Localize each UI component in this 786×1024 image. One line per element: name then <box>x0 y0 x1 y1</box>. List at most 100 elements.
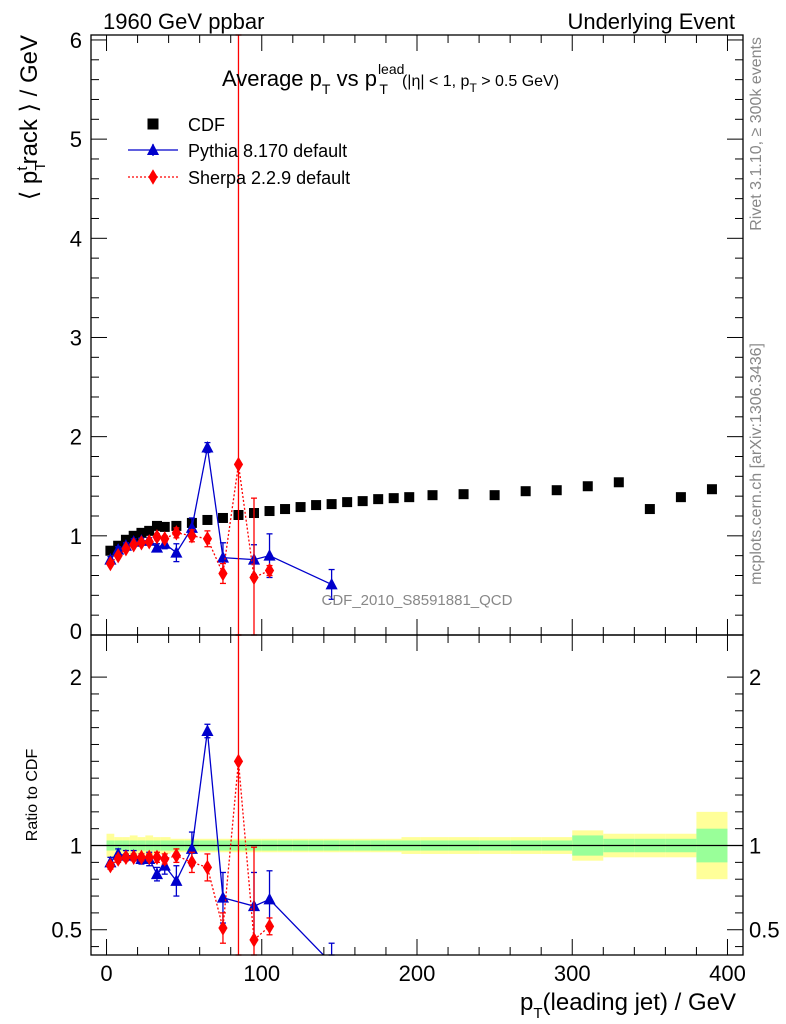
pythia-data-point <box>325 577 338 590</box>
title-sub2: T <box>379 81 388 97</box>
x-tick-label: 0 <box>100 961 112 986</box>
ratio-tick-label-text: 2 <box>749 665 761 690</box>
cdf-data-point <box>326 499 337 510</box>
ratio-plot-frame <box>90 634 744 956</box>
ratio-tick-label-text: 0.5 <box>51 918 82 943</box>
legend-sherpa-marker <box>148 169 158 185</box>
sherpa-ratio-point <box>171 847 182 864</box>
ratio-tick-label-right: 1 <box>749 834 761 859</box>
y-tick-label-text: 6 <box>70 28 82 53</box>
cdf-data-point <box>357 496 368 507</box>
y-tick-label-text: 1 <box>70 524 82 549</box>
y-tick-label: 1 <box>70 524 82 549</box>
legend-cdf-label: CDF <box>188 115 225 135</box>
x-tick-label: 300 <box>554 961 591 986</box>
sherpa-ratio-point <box>136 849 147 866</box>
cdf-data-point <box>613 477 624 488</box>
ylabel-sub: T <box>32 162 49 171</box>
mcplots-credit: mcplots.cern.ch [arXiv:1306.3436] <box>748 343 765 585</box>
sherpa-data-point <box>113 547 123 564</box>
legend-pythia-marker <box>146 143 160 155</box>
legend-pythia-label-text: Pythia 8.170 default <box>188 141 347 161</box>
legend: CDF Pythia 8.170 default Sherpa 2.2.9 defa… <box>128 115 350 188</box>
x-tick-label: 400 <box>709 961 746 986</box>
text-labels: 0 100 200 300 400 0 1 2 3 4 5 6 0.5 0.5 1 1 2 2 1960 GeV p… <box>14 9 780 1022</box>
y-tick-label-text: 2 <box>70 425 82 450</box>
sherpa-data-point <box>144 534 154 550</box>
y-tick-label: 5 <box>70 127 82 152</box>
cdf-data-point <box>280 504 291 515</box>
ratio-tick-label-text: 0.5 <box>749 918 780 943</box>
x-tick-label-text: 0 <box>100 961 112 986</box>
y-tick-label-text: 5 <box>70 127 82 152</box>
cdf-data-point <box>105 545 116 556</box>
cdf-data-point <box>551 485 562 496</box>
rivet-version: Rivet 3.1.10, ≥ 300k events <box>748 37 765 231</box>
sherpa-ratio-point <box>144 849 154 866</box>
x-tick-label-text: 400 <box>709 961 746 986</box>
x-tick-label-text: 100 <box>243 961 280 986</box>
ratio-tick-label-left: 1 <box>70 834 82 859</box>
legend-cdf-label-text: CDF <box>188 115 225 135</box>
sherpa-ratio-point <box>105 858 116 874</box>
xlabel-main: p <box>520 989 533 1016</box>
y-tick-label: 3 <box>70 325 82 350</box>
pythia-data-point <box>263 549 276 561</box>
ylabel-rest: rack ⟩ / GeV <box>16 35 43 164</box>
sherpa-ratio-point <box>218 920 228 936</box>
cdf-data-point <box>217 512 228 523</box>
header-left: 1960 GeV ppbar <box>103 9 264 34</box>
title-mid: vs p <box>330 66 376 91</box>
pythia-ratio-point <box>216 891 230 903</box>
pythia-ratio-point <box>263 892 276 905</box>
sherpa-ratio-point <box>264 918 275 935</box>
sherpa-data-point <box>171 525 182 541</box>
axis-ticks <box>91 35 743 955</box>
xlabel-sub: T <box>533 1005 542 1022</box>
title-cut-sub: T <box>469 81 477 95</box>
sherpa-data-point <box>152 529 162 545</box>
sherpa-data-point <box>187 528 197 544</box>
cdf-data-point <box>295 502 306 513</box>
side-mcplots-text: mcplots.cern.ch [arXiv:1306.3436] <box>748 343 765 585</box>
cdf-data-point <box>458 489 469 500</box>
cdf-data-point <box>264 506 275 517</box>
sherpa-data-point <box>264 562 275 579</box>
pythia-ratio-point <box>170 874 183 886</box>
x-axis-label: pT(leading jet) / GeV <box>520 989 736 1022</box>
analysis-watermark: CDF_2010_S8591881_QCD <box>322 592 513 609</box>
xlabel-rest: (leading jet) / GeV <box>543 989 736 1016</box>
legend-sherpa-label-text: Sherpa 2.2.9 default <box>188 168 350 188</box>
pythia-ratio-point <box>185 842 198 854</box>
cdf-data-point <box>388 493 399 504</box>
sherpa-ratio-point <box>202 859 213 876</box>
title-main: Average p <box>222 66 322 91</box>
legend-sherpa-label: Sherpa 2.2.9 default <box>188 168 350 188</box>
x-tick-label: 100 <box>243 961 280 986</box>
title-sup: lead <box>378 61 404 77</box>
cdf-data-point <box>373 494 384 505</box>
sherpa-ratio-point <box>233 753 244 770</box>
sherpa-data-point <box>249 569 259 586</box>
sherpa-ratio-point <box>160 851 170 867</box>
x-tick-label-text: 200 <box>399 961 436 986</box>
cdf-data-point <box>644 504 655 515</box>
cdf-data-point <box>520 486 531 497</box>
ratio-tick-label-text: 1 <box>70 834 82 859</box>
cdf-data-point <box>582 481 593 492</box>
header-left-text: 1960 GeV ppbar <box>103 9 264 34</box>
cdf-data-point <box>489 490 500 501</box>
sherpa-data-point <box>129 537 139 553</box>
y-tick-label-text: 3 <box>70 325 82 350</box>
title-cut-a: (|η| < 1, p <box>402 73 470 90</box>
cdf-data-point <box>136 527 147 538</box>
sherpa-ratio-point <box>187 854 197 871</box>
cdf-data-point <box>342 497 353 508</box>
cdf-data-point <box>202 514 213 525</box>
sherpa-data-point <box>202 531 213 547</box>
cdf-data-point <box>675 492 686 503</box>
y-tick-label: 4 <box>70 226 82 251</box>
ratio-ylabel-text: Ratio to CDF <box>24 749 41 842</box>
header-right: Underlying Event <box>567 9 735 34</box>
